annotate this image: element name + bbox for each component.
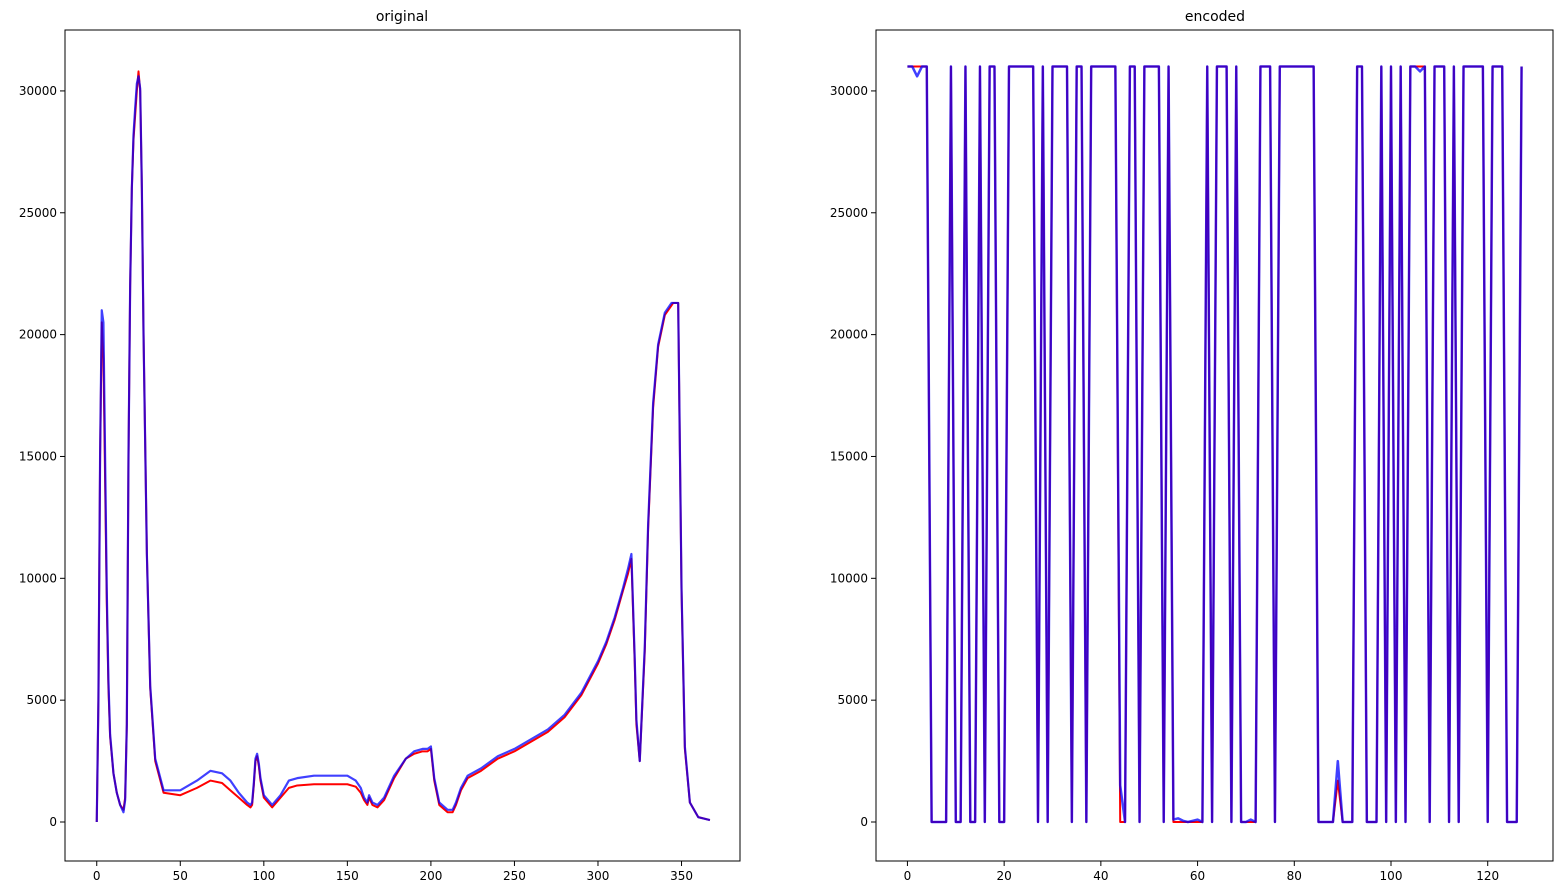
- x-tick-label: 100: [252, 869, 275, 883]
- series-line-blue: [95, 75, 711, 823]
- x-tick-label: 350: [670, 869, 693, 883]
- panel-encoded: encoded 0 20 40 60 80 100 120 0 5000 10000 15000 20…: [830, 9, 1554, 883]
- series-encoded: [907, 65, 1523, 824]
- x-tick-label: 50: [173, 869, 188, 883]
- y-tick-label: 0: [49, 815, 57, 829]
- x-tick-label: 150: [336, 869, 359, 883]
- panel-title-original: original: [376, 9, 428, 25]
- y-tick-label: 30000: [19, 84, 57, 98]
- panel-original: original 0 50 100 150 200 250 300 350 0 5000 10000…: [19, 9, 741, 883]
- y-tick-label: 10000: [830, 571, 868, 585]
- y-tick-label: 25000: [830, 206, 868, 220]
- series-original: [95, 70, 711, 823]
- axes-frame-original: [64, 29, 741, 862]
- y-tick-label: 10000: [19, 571, 57, 585]
- ticks-original: 0 50 100 150 200 250 300 350 0 5000 10000 15000 2000…: [19, 84, 693, 883]
- y-tick-label: 5000: [837, 693, 868, 707]
- axes-frame-encoded: [875, 29, 1554, 862]
- x-tick-label: 200: [419, 869, 442, 883]
- panel-title-encoded: encoded: [1185, 9, 1245, 25]
- ticks-encoded: 0 20 40 60 80 100 120 0 5000 10000 15000 20000 25000…: [830, 84, 1499, 883]
- y-tick-label: 15000: [19, 449, 57, 463]
- x-tick-label: 250: [503, 869, 526, 883]
- y-tick-label: 5000: [26, 693, 57, 707]
- x-tick-label: 120: [1476, 869, 1499, 883]
- y-tick-label: 20000: [830, 328, 868, 342]
- y-tick-label: 0: [860, 815, 868, 829]
- x-tick-label: 0: [93, 869, 101, 883]
- x-tick-label: 100: [1380, 869, 1403, 883]
- x-tick-label: 60: [1190, 869, 1205, 883]
- series-line-blue: [907, 65, 1523, 824]
- y-tick-label: 30000: [830, 84, 868, 98]
- x-tick-label: 300: [587, 869, 610, 883]
- y-tick-label: 15000: [830, 449, 868, 463]
- x-tick-label: 20: [997, 869, 1012, 883]
- x-tick-label: 0: [904, 869, 912, 883]
- x-tick-label: 80: [1287, 869, 1302, 883]
- x-tick-label: 40: [1093, 869, 1108, 883]
- y-tick-label: 20000: [19, 328, 57, 342]
- y-tick-label: 25000: [19, 206, 57, 220]
